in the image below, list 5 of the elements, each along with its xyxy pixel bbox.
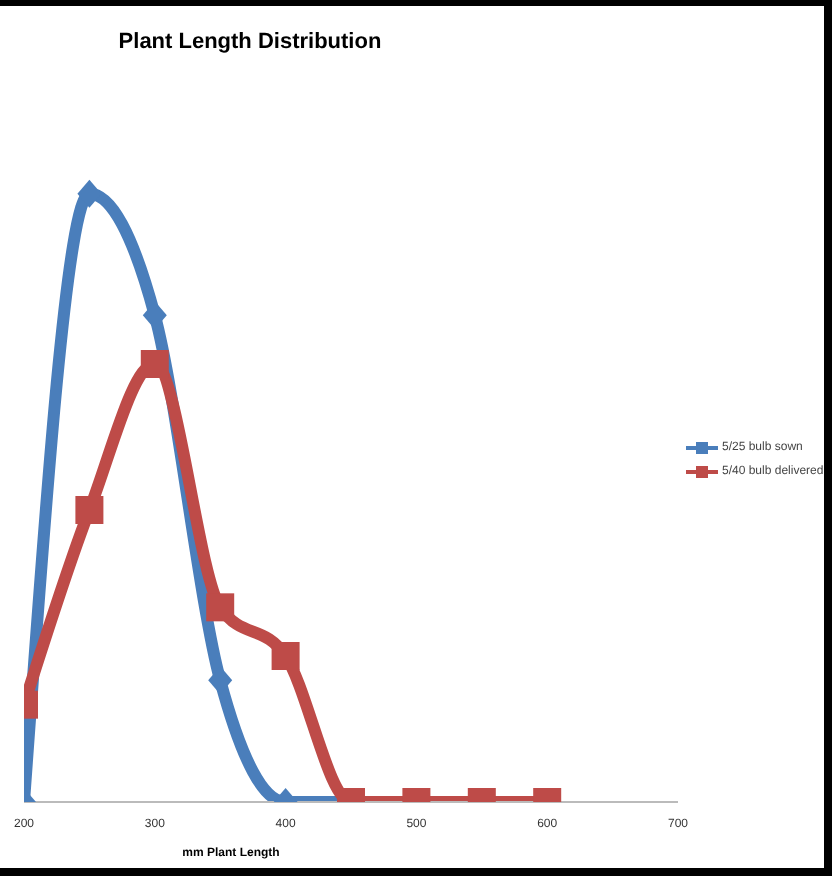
point — [75, 496, 104, 524]
point — [77, 179, 102, 208]
point — [140, 350, 169, 378]
chart-title: Plant Length Distribution — [116, 30, 384, 54]
point — [142, 301, 167, 330]
